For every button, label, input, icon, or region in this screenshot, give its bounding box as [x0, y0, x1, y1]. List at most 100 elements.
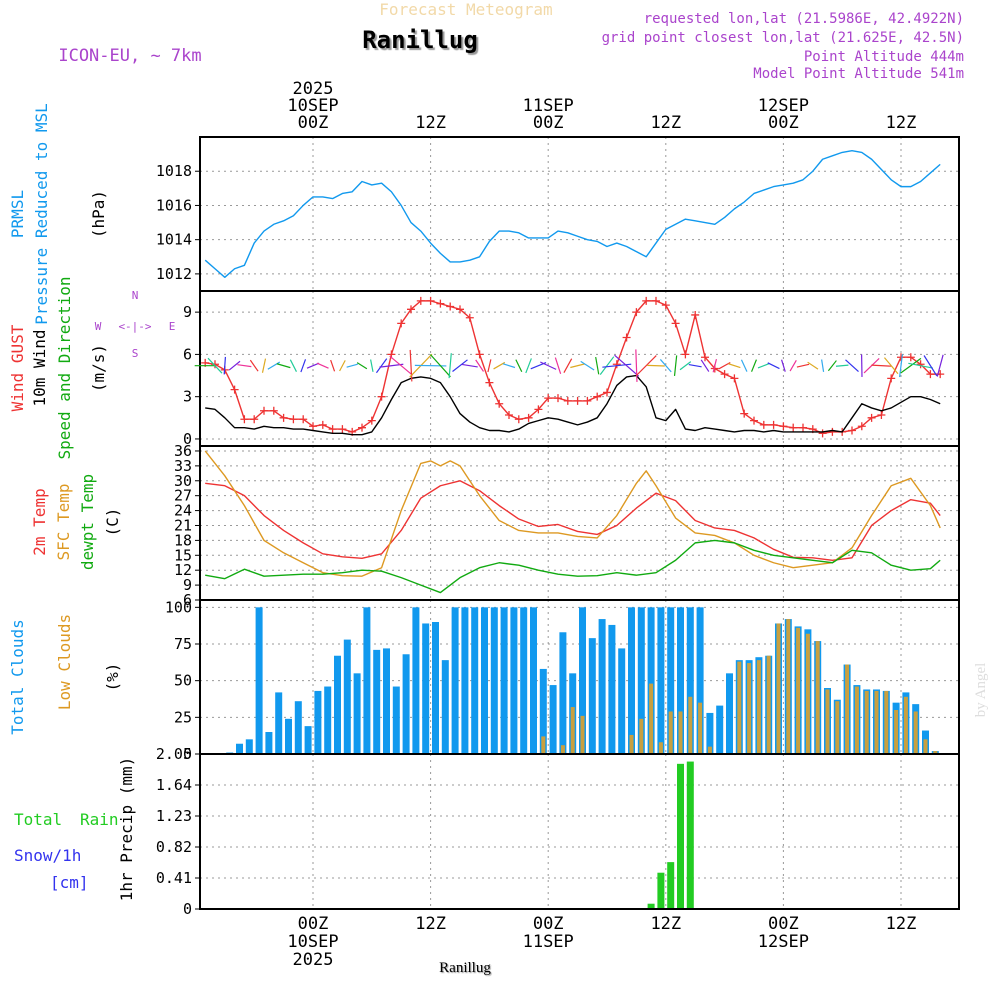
time-tick-bottom-label: 10SEP	[287, 932, 338, 952]
total-cloud-bar	[500, 607, 508, 754]
y-tick-label: 0.41	[156, 869, 192, 887]
gust-marker	[848, 426, 856, 435]
total-cloud-bar	[461, 607, 469, 754]
panel-axis-label: PRMSL	[8, 190, 27, 238]
total-cloud-bar	[294, 701, 302, 754]
low-cloud-bar	[541, 736, 546, 754]
wind-arrow	[780, 359, 786, 372]
gust-marker	[289, 415, 298, 424]
wind-arrow	[767, 362, 780, 370]
wind-arrow	[871, 364, 892, 367]
wind-arrow	[599, 356, 615, 376]
gust-marker	[416, 296, 425, 305]
watermark: by Angel	[973, 663, 989, 718]
wind-arrow	[595, 356, 600, 375]
panel-axis-label: Wind GUST	[8, 324, 27, 411]
total-cloud-bar	[343, 639, 351, 754]
faint-title: Forecast Meteogram	[379, 0, 552, 19]
total-cloud-bar	[716, 705, 724, 754]
total-cloud-bar	[383, 648, 390, 754]
y-tick-label: 12	[174, 561, 192, 579]
wind-arrow	[409, 349, 413, 382]
wind-arrow	[207, 357, 223, 374]
low-cloud-bar	[678, 711, 683, 754]
wind-arrow	[356, 362, 368, 370]
gust-marker	[495, 399, 504, 408]
precip-bar	[667, 862, 675, 909]
gust-marker	[593, 392, 602, 401]
wind-arrow	[237, 364, 252, 368]
time-tick-bottom-label: 2025	[293, 950, 334, 970]
wind-arrow	[673, 355, 678, 376]
time-tick-bottom-label: 12Z	[886, 914, 917, 934]
gust-marker	[269, 406, 278, 415]
info-requested: requested lon,lat (21.5986E, 42.4922N)	[644, 11, 964, 27]
location-title: Ranillug	[362, 26, 478, 54]
wind-arrow	[883, 357, 899, 375]
wind-arrow	[493, 361, 506, 370]
low-cloud-bar	[766, 655, 771, 754]
gust-marker	[328, 425, 337, 434]
y-tick-label: 25	[174, 708, 192, 726]
low-cloud-bar	[580, 715, 585, 754]
low-cloud-bar	[815, 641, 820, 754]
model-label: ICON-EU, ~ 7km	[58, 46, 201, 66]
y-tick-label: 1012	[156, 265, 192, 283]
panel-pressure: 1012 1014 1016 1018	[156, 136, 960, 292]
panel-axis-label: (C)	[103, 508, 122, 537]
low-cloud-bar	[668, 711, 673, 754]
total-cloud-bar	[392, 686, 400, 754]
wind-arrow	[515, 359, 523, 373]
wind-arrow	[659, 359, 672, 373]
low-cloud-bar	[649, 683, 654, 754]
time-tick-bottom-label: 12Z	[650, 914, 681, 934]
wind-arrow	[306, 362, 320, 369]
wind-arrow	[452, 359, 468, 373]
time-tick-top-label: 00Z	[768, 113, 799, 133]
panel-clouds: 0 25 50 75 100	[165, 598, 960, 763]
low-cloud-bar	[805, 633, 810, 754]
total-cloud-bar	[481, 607, 488, 754]
precip-bar	[647, 903, 655, 909]
y-tick-label: 1.64	[156, 776, 192, 794]
wind-arrow	[276, 363, 291, 369]
time-tick-top-label: 2025	[293, 79, 334, 99]
low-cloud-bar	[884, 690, 889, 754]
wind-arrow	[679, 361, 692, 371]
wind-arrow	[502, 363, 516, 369]
total-cloud-bar	[265, 732, 273, 754]
gust-marker	[887, 374, 896, 383]
total-cloud-bar	[657, 607, 665, 754]
wind-arrow	[789, 359, 797, 372]
panel-frame	[199, 445, 960, 601]
total-cloud-bar	[549, 685, 557, 754]
y-tick-label: 2.05	[156, 745, 192, 763]
precip-label-total: Total	[14, 810, 62, 829]
gust-marker	[309, 422, 317, 431]
wind-arrow	[300, 359, 307, 373]
wind-arrow	[554, 357, 562, 374]
compass-north: N	[132, 289, 139, 302]
gust-marker	[485, 378, 494, 387]
wind-arrow	[339, 360, 346, 372]
gust-marker	[426, 296, 435, 305]
gust-marker	[857, 422, 866, 431]
total-cloud-bar	[559, 632, 567, 754]
series-line-10m-wind	[205, 374, 941, 436]
wind-arrow	[448, 353, 452, 379]
panel-frame	[199, 753, 960, 910]
gust-marker	[299, 415, 308, 424]
total-cloud-bar	[647, 607, 655, 754]
precip-label-rain: Rain	[80, 810, 119, 829]
y-tick-label: 1014	[156, 231, 192, 249]
panel-axis-label: (hPa)	[89, 190, 108, 238]
y-tick-label: 0	[183, 745, 192, 763]
gust-marker	[926, 370, 935, 379]
wind-arrow	[688, 363, 702, 368]
wind-arrow	[757, 362, 770, 369]
wind-arrow	[316, 362, 329, 369]
panel-axis-label: Speed and Direction	[55, 276, 74, 459]
low-cloud-bar	[698, 702, 703, 754]
low-cloud-bar	[776, 623, 781, 754]
y-tick-label: 6	[183, 345, 192, 363]
